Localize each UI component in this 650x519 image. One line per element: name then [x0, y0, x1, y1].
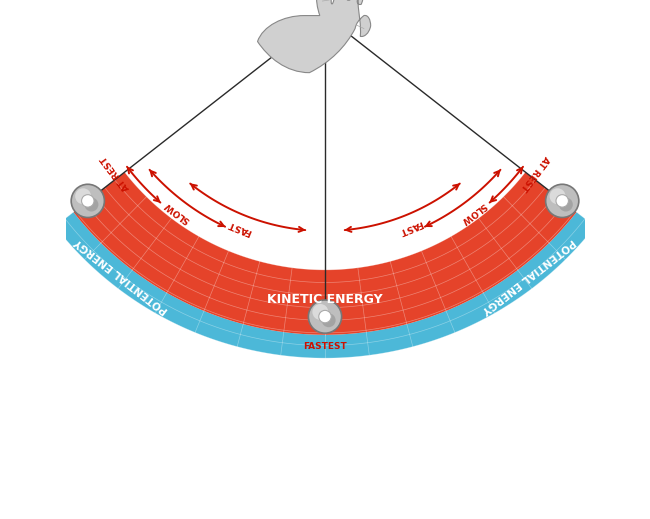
Text: FASTEST: FASTEST [303, 342, 347, 350]
Circle shape [550, 188, 566, 204]
Circle shape [308, 300, 342, 333]
Circle shape [545, 184, 578, 217]
Text: AT REST: AT REST [99, 154, 132, 193]
Text: SLOW: SLOW [459, 200, 488, 225]
Circle shape [81, 195, 94, 207]
Text: KINETIC ENERGY: KINETIC ENERGY [267, 293, 383, 306]
Text: SLOW: SLOW [162, 200, 191, 225]
Polygon shape [73, 172, 577, 335]
Text: POTENTIAL ENERGY: POTENTIAL ENERGY [480, 237, 577, 316]
Circle shape [75, 188, 91, 204]
Circle shape [72, 184, 105, 217]
Circle shape [318, 310, 332, 323]
Text: POTENTIAL ENERGY: POTENTIAL ENERGY [73, 237, 170, 316]
Text: FAST: FAST [397, 218, 424, 236]
Polygon shape [55, 212, 595, 358]
Text: AT REST: AT REST [518, 154, 551, 193]
Circle shape [559, 198, 573, 212]
Circle shape [322, 313, 335, 327]
Text: FAST: FAST [226, 218, 253, 236]
PathPatch shape [257, 0, 370, 73]
Circle shape [313, 304, 328, 320]
Circle shape [556, 195, 569, 207]
Circle shape [84, 198, 98, 212]
